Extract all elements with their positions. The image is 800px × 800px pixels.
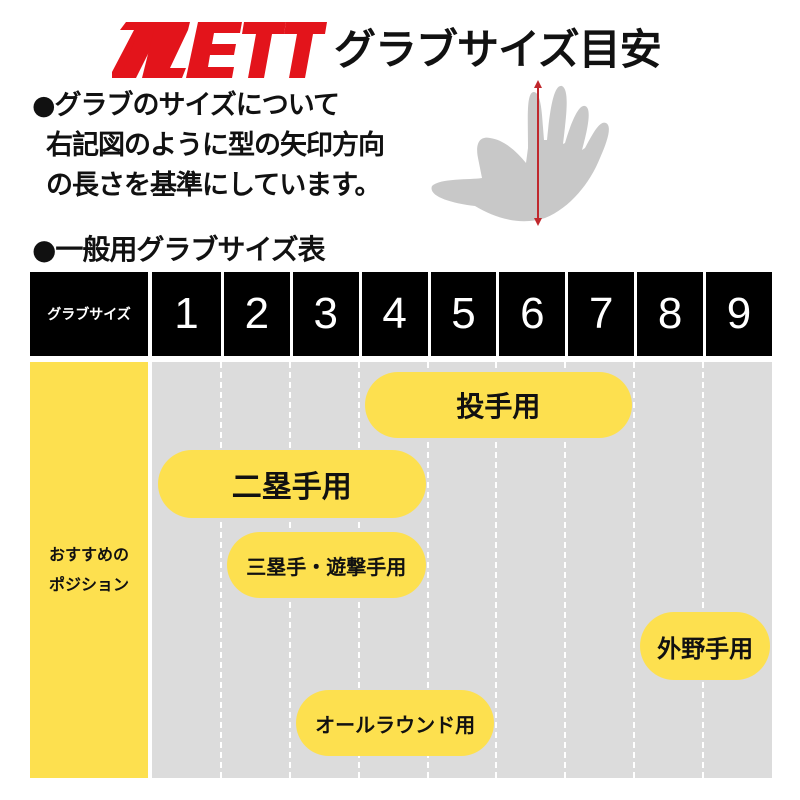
intro-line: ●グラブのサイズについて: [32, 90, 340, 121]
position-pill: 三塁手・遊撃手用: [226, 532, 426, 598]
size-header-9: 9: [706, 272, 772, 356]
column-divider: [633, 362, 636, 778]
zett-logo: [112, 22, 327, 78]
column-divider: [702, 362, 705, 778]
intro-line: 右記図のように型の矢印方向: [46, 130, 385, 161]
position-pill: 二塁手用: [158, 450, 426, 518]
size-table: グラブサイズ おすすめのポジション 1 2 3 4 5 6 7 8 9 投手用二塁手用三塁手・遊撃…: [30, 272, 772, 778]
size-header-1: 1: [152, 272, 221, 356]
table-heading: ●一般用グラブサイズ表: [32, 233, 326, 266]
column-divider: [495, 362, 498, 778]
position-pill: 外野手用: [640, 612, 770, 680]
size-header-5: 5: [430, 272, 497, 356]
intro-text: ●グラブのサイズについて 右記図のように型の矢印方向 の長さを基準にしています。: [32, 86, 385, 206]
size-label-header: グラブサイズ: [30, 272, 148, 356]
column-divider: [219, 362, 222, 778]
page-title: グラブサイズ目安: [334, 25, 662, 74]
size-header-2: 2: [223, 272, 290, 356]
size-header-8: 8: [637, 272, 704, 356]
row-label-line: おすすめの: [48, 545, 129, 564]
column-divider: [426, 362, 429, 778]
hand-measure-icon: [431, 80, 609, 226]
position-pill: オールラウンド用: [295, 690, 495, 756]
intro-line: の長さを基準にしています。: [46, 170, 382, 201]
row-label-line: ポジション: [48, 575, 129, 594]
size-header-6: 6: [499, 272, 566, 356]
size-header-4: 4: [361, 272, 428, 356]
column-divider: [564, 362, 567, 778]
size-header-7: 7: [568, 272, 635, 356]
size-header-3: 3: [292, 272, 359, 356]
position-pill: 投手用: [364, 372, 633, 438]
position-row-label: おすすめのポジション: [30, 362, 148, 778]
